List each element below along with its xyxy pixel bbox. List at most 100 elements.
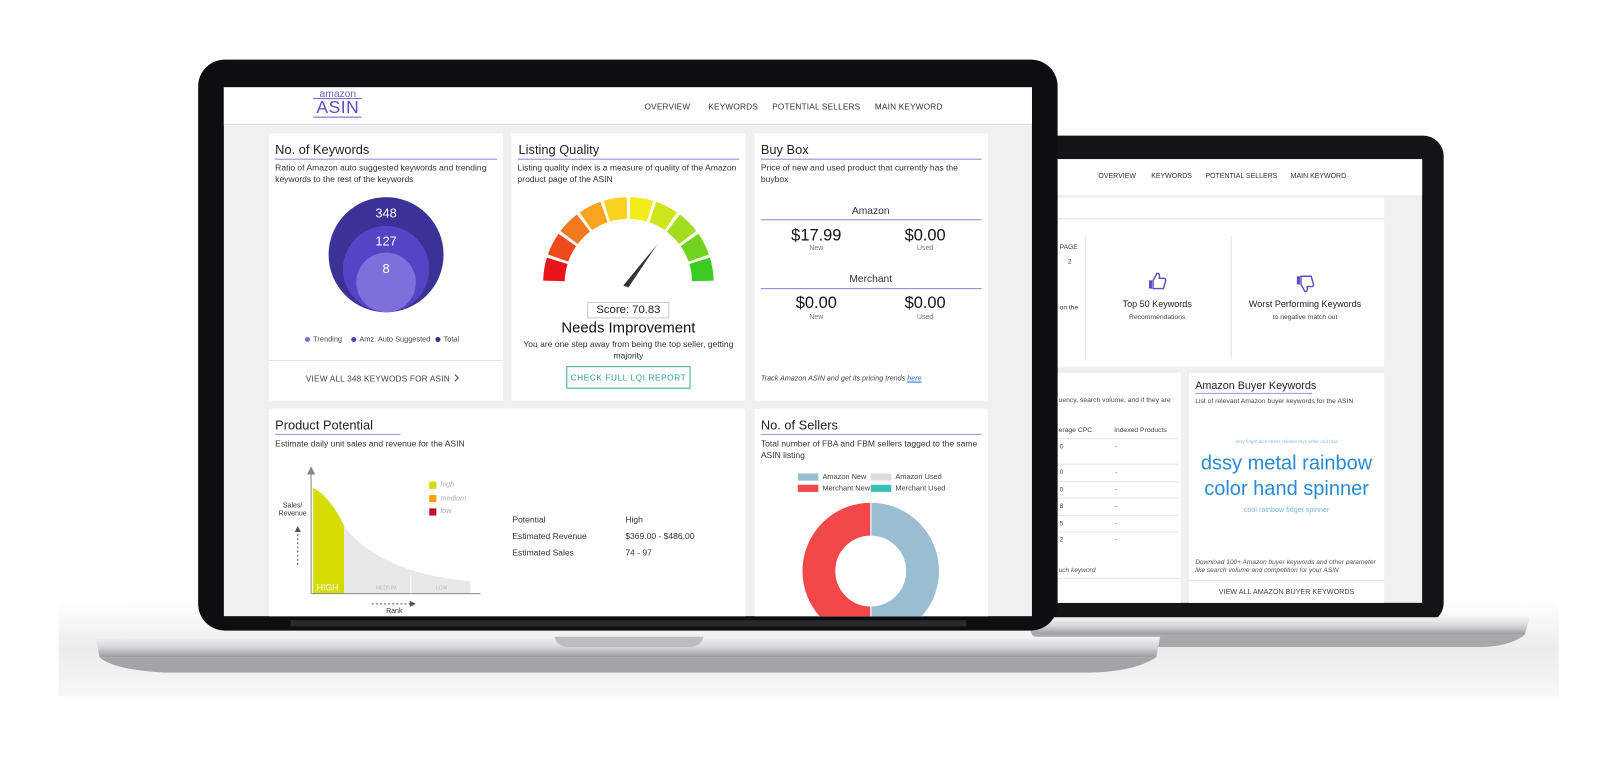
- table-cell: -: [1115, 468, 1118, 477]
- gauge-segment: [629, 197, 654, 222]
- card-title: Listing Quality: [518, 142, 600, 158]
- legend-label: Merchant New: [822, 483, 871, 493]
- y-axis-label: Sales/ Revenue: [278, 502, 307, 518]
- keyword-tag: dssy metal rainbow color hand spinner: [1200, 451, 1373, 501]
- table-cell: -: [1115, 536, 1118, 544]
- back-card: [1189, 372, 1385, 603]
- table-lines: [1057, 438, 1179, 533]
- card-title: No. of Sellers: [760, 417, 838, 433]
- metric-label: Estimated Revenue: [512, 530, 587, 542]
- here-link[interactable]: here: [907, 375, 922, 383]
- card: [754, 133, 988, 401]
- gauge-segment: [603, 197, 628, 222]
- logo-top: amazon: [319, 88, 357, 101]
- legend-dot: [350, 336, 356, 342]
- table-cell: 8: [1059, 502, 1064, 510]
- new-label: New: [809, 244, 824, 253]
- x-axis-label: Rank: [386, 607, 403, 616]
- x-dash-head: [409, 600, 416, 607]
- legend-low: [429, 508, 437, 516]
- card-footer: Download 100+ Amazon buyer keywords and …: [1195, 558, 1376, 575]
- gauge: [543, 197, 714, 282]
- legend-label: medium: [440, 495, 467, 503]
- table-header: Indexed Products: [1114, 426, 1167, 434]
- partial-text: 2: [1067, 258, 1072, 266]
- nav-link[interactable]: MAIN KEYWORD: [874, 102, 943, 112]
- new-price: $0.00: [795, 294, 837, 313]
- table-cell: -: [1115, 486, 1118, 494]
- legend-swatch: [870, 484, 892, 492]
- table-cell: 2: [1059, 536, 1064, 544]
- card-description: List of relevant Amazon buyer keywords f…: [1195, 397, 1354, 406]
- legend-label: Total: [443, 334, 460, 344]
- gauge-segment: [649, 201, 678, 231]
- card-description: Ratio of Amazon auto suggested keywords …: [275, 162, 487, 184]
- top-keywords-title: Top 50 Keywords: [1122, 298, 1192, 310]
- table-footer: uch keyword: [1058, 566, 1096, 575]
- legend-dot: [304, 336, 310, 342]
- back-base: [1026, 617, 1530, 635]
- logo-bottom: ASIN: [316, 97, 360, 118]
- worst-keywords-subtitle: to negative match out: [1272, 313, 1338, 321]
- note: You are one step away from being the top…: [523, 338, 734, 360]
- view-all-link[interactable]: VIEW ALL AMAZON BUYER KEYWORDS: [1218, 588, 1355, 597]
- table-cell: 0: [1059, 468, 1064, 477]
- circle-trending: [356, 252, 416, 313]
- legend-label: Amz. Auto Suggested: [359, 334, 431, 344]
- card-title: No. of Keywords: [275, 142, 370, 158]
- table-cell: -: [1115, 502, 1118, 510]
- back-card: [1057, 198, 1385, 367]
- top-keywords-subtitle: Recommendations: [1128, 313, 1186, 321]
- nav-link[interactable]: POTENTIAL SELLERS: [1205, 173, 1278, 181]
- used-label: Used: [916, 313, 934, 321]
- keyword-count: 127: [375, 234, 397, 249]
- section-name: Merchant: [849, 273, 893, 285]
- legend-high: [429, 481, 437, 489]
- front-shapes: [269, 133, 988, 617]
- thumbs-down-icon: [1296, 275, 1315, 293]
- legend-medium: [429, 495, 437, 503]
- table-cell: 0: [1059, 486, 1064, 494]
- nav-link[interactable]: POTENTIAL SELLERS: [772, 102, 861, 112]
- legend-swatch: [870, 472, 892, 481]
- legend-label: Trending: [313, 334, 343, 344]
- new-label: New: [809, 313, 824, 321]
- nav-link[interactable]: KEYWORDS: [708, 102, 758, 112]
- front-header: [223, 87, 1032, 125]
- card-description: Price of new and used product that curre…: [760, 162, 958, 184]
- partial-text: on the: [1059, 304, 1079, 312]
- legend-label: Amazon New: [822, 471, 867, 482]
- nav-link[interactable]: MAIN KEYWORD: [1290, 173, 1347, 181]
- legend-swatch: [797, 472, 819, 481]
- lqi-button[interactable]: CHECK FULL LQI REPORT: [570, 373, 687, 383]
- front-base: [95, 636, 1161, 658]
- new-price: $17.99: [791, 226, 842, 245]
- gauge-segment: [543, 257, 568, 282]
- card-title: Buy Box: [760, 142, 809, 158]
- worst-keywords-title: Worst Performing Keywords: [1248, 298, 1362, 310]
- donut-segment: [870, 501, 941, 617]
- score: Score: 70.83: [587, 301, 670, 319]
- nav-link[interactable]: KEYWORDS: [1151, 173, 1192, 181]
- metric-label: Potential: [512, 514, 546, 525]
- used-price: $0.00: [904, 226, 946, 245]
- card-description: Estimate daily unit sales and revenue fo…: [275, 438, 465, 449]
- legend-dot: [434, 336, 440, 342]
- table-header: erage CPC: [1058, 426, 1093, 434]
- metric-label: Estimated Sales: [512, 547, 574, 558]
- nav-link[interactable]: OVERVIEW: [644, 102, 691, 112]
- table-cell: -: [1115, 443, 1118, 451]
- nav-link[interactable]: OVERVIEW: [1098, 173, 1136, 181]
- zone-label: MEDIUM: [375, 585, 397, 592]
- front-base-edge: [99, 657, 1157, 673]
- card-description: Total number of FBA and FBM sellers tagg…: [760, 438, 978, 460]
- table-cell: -: [1115, 520, 1118, 528]
- gauge-segment: [689, 257, 714, 282]
- partial-text: PAGE: [1059, 243, 1078, 252]
- status: Needs Improvement: [561, 320, 696, 337]
- gauge-segment: [547, 233, 577, 262]
- view-all-link[interactable]: VIEW ALL 348 KEYWODS FOR ASIN: [306, 374, 460, 384]
- buybox-footer: Track Amazon ASIN and get its pricing tr…: [760, 375, 922, 383]
